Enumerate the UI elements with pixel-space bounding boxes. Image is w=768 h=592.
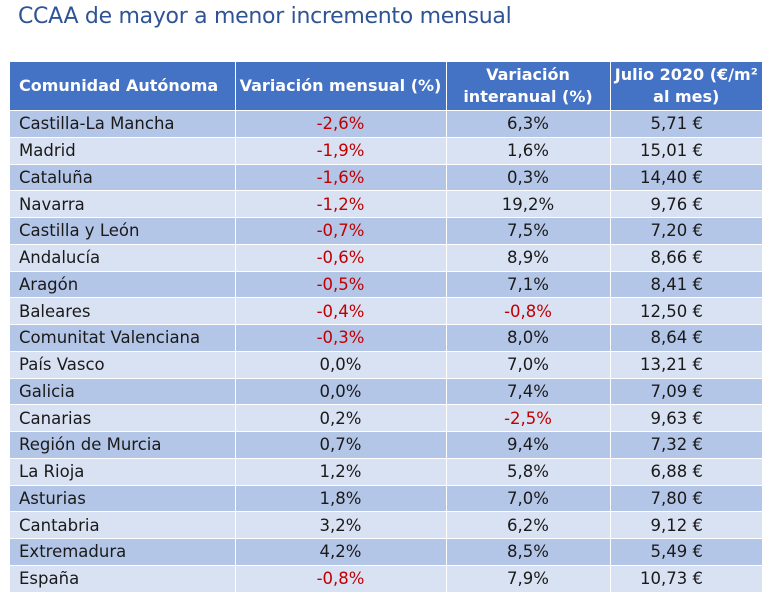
cell-variacion-mensual: 0,0% (235, 377, 447, 405)
cell-variacion-mensual: -2,6% (235, 110, 447, 138)
table-row: Castilla y León -0,7% 7,5% 7,20 € (10, 217, 762, 245)
cell-variacion-mensual: -0,3% (235, 324, 447, 352)
cell-variacion-mensual: -0,6% (235, 243, 447, 271)
cell-comunidad: Región de Murcia (10, 431, 236, 459)
table-row: Región de Murcia 0,7% 9,4% 7,32 € (10, 431, 762, 459)
cell-precio: 15,01 € (610, 136, 762, 164)
cell-variacion-interanual: 7,4% (446, 377, 611, 405)
cell-variacion-mensual: -1,6% (235, 163, 447, 191)
cell-variacion-interanual: 5,8% (446, 457, 611, 485)
cell-variacion-interanual: 8,0% (446, 324, 611, 352)
cell-variacion-mensual: 1,2% (235, 457, 447, 485)
cell-precio: 8,41 € (610, 270, 762, 298)
cell-precio: 9,76 € (610, 190, 762, 218)
table-row: Canarias 0,2% -2,5% 9,63 € (10, 404, 762, 432)
cell-comunidad: La Rioja (10, 457, 236, 485)
cell-variacion-interanual: 19,2% (446, 190, 611, 218)
table-row: Navarra -1,2% 19,2% 9,76 € (10, 190, 762, 218)
table-row: Madrid -1,9% 1,6% 15,01 € (10, 136, 762, 164)
cell-comunidad: Extremadura (10, 538, 236, 566)
cell-comunidad: Baleares (10, 297, 236, 325)
cell-variacion-interanual: 7,5% (446, 217, 611, 245)
cell-precio: 8,66 € (610, 243, 762, 271)
cell-variacion-mensual: 4,2% (235, 538, 447, 566)
cell-comunidad: Asturias (10, 484, 236, 512)
cell-precio: 7,80 € (610, 484, 762, 512)
cell-precio: 10,73 € (610, 564, 762, 592)
cell-precio: 13,21 € (610, 350, 762, 378)
header-row: Comunidad Autónoma Variación mensual (%)… (10, 62, 762, 111)
table-body: Castilla-La Mancha -2,6% 6,3% 5,71 € Madrid -… (10, 110, 762, 592)
cell-precio: 7,32 € (610, 431, 762, 459)
cell-variacion-interanual: 8,5% (446, 538, 611, 566)
cell-comunidad: Castilla y León (10, 217, 236, 245)
cell-variacion-mensual: 0,7% (235, 431, 447, 459)
table-row: Cantabria 3,2% 6,2% 9,12 € (10, 511, 762, 539)
cell-precio: 9,63 € (610, 404, 762, 432)
cell-comunidad: Canarias (10, 404, 236, 432)
table-row: Extremadura 4,2% 8,5% 5,49 € (10, 538, 762, 566)
cell-precio: 6,88 € (610, 457, 762, 485)
table-row: La Rioja 1,2% 5,8% 6,88 € (10, 457, 762, 485)
cell-precio: 9,12 € (610, 511, 762, 539)
cell-variacion-mensual: -0,4% (235, 297, 447, 325)
cell-comunidad: Navarra (10, 190, 236, 218)
cell-comunidad: Aragón (10, 270, 236, 298)
cell-precio: 5,49 € (610, 538, 762, 566)
cell-comunidad: Galicia (10, 377, 236, 405)
cell-comunidad: Comunitat Valenciana (10, 324, 236, 352)
header-variacion-interanual: Variación interanual (%) (446, 62, 611, 111)
cell-precio: 12,50 € (610, 297, 762, 325)
cell-comunidad: Andalucía (10, 243, 236, 271)
cell-precio: 14,40 € (610, 163, 762, 191)
cell-comunidad: Cantabria (10, 511, 236, 539)
cell-variacion-interanual: 7,9% (446, 564, 611, 592)
cell-comunidad: Madrid (10, 136, 236, 164)
table-row: Galicia 0,0% 7,4% 7,09 € (10, 377, 762, 405)
cell-comunidad: Castilla-La Mancha (10, 110, 236, 138)
cell-variacion-interanual: 0,3% (446, 163, 611, 191)
cell-precio: 8,64 € (610, 324, 762, 352)
cell-variacion-mensual: 3,2% (235, 511, 447, 539)
table-row: País Vasco 0,0% 7,0% 13,21 € (10, 350, 762, 378)
cell-variacion-interanual: 7,1% (446, 270, 611, 298)
cell-variacion-interanual: 1,6% (446, 136, 611, 164)
cell-comunidad: País Vasco (10, 350, 236, 378)
table-row: Andalucía -0,6% 8,9% 8,66 € (10, 243, 762, 271)
cell-precio: 7,20 € (610, 217, 762, 245)
cell-variacion-interanual: 6,3% (446, 110, 611, 138)
cell-variacion-mensual: 0,0% (235, 350, 447, 378)
cell-variacion-interanual: 8,9% (446, 243, 611, 271)
header-variacion-mensual: Variación mensual (%) (235, 62, 447, 111)
cell-variacion-mensual: -0,7% (235, 217, 447, 245)
page-title: CCAA de mayor a menor incremento mensual (18, 4, 512, 29)
cell-variacion-mensual: -0,8% (235, 564, 447, 592)
cell-variacion-mensual: -1,9% (235, 136, 447, 164)
table-row: Cataluña -1,6% 0,3% 14,40 € (10, 163, 762, 191)
cell-variacion-interanual: 7,0% (446, 484, 611, 512)
cell-variacion-interanual: 9,4% (446, 431, 611, 459)
table-row: Baleares -0,4% -0,8% 12,50 € (10, 297, 762, 325)
cell-variacion-interanual: -2,5% (446, 404, 611, 432)
table-row: Comunitat Valenciana -0,3% 8,0% 8,64 € (10, 324, 762, 352)
table-row: Castilla-La Mancha -2,6% 6,3% 5,71 € (10, 110, 762, 138)
cell-variacion-mensual: 0,2% (235, 404, 447, 432)
cell-variacion-mensual: -1,2% (235, 190, 447, 218)
cell-precio: 5,71 € (610, 110, 762, 138)
table-row: Asturias 1,8% 7,0% 7,80 € (10, 484, 762, 512)
table-row: España -0,8% 7,9% 10,73 € (10, 564, 762, 592)
cell-comunidad: Cataluña (10, 163, 236, 191)
cell-precio: 7,09 € (610, 377, 762, 405)
cell-variacion-mensual: -0,5% (235, 270, 447, 298)
cell-variacion-mensual: 1,8% (235, 484, 447, 512)
cell-comunidad: España (10, 564, 236, 592)
table-header: Comunidad Autónoma Variación mensual (%)… (10, 62, 762, 111)
table-row: Aragón -0,5% 7,1% 8,41 € (10, 270, 762, 298)
data-table: Comunidad Autónoma Variación mensual (%)… (10, 62, 762, 592)
cell-variacion-interanual: 6,2% (446, 511, 611, 539)
header-comunidad: Comunidad Autónoma (10, 62, 236, 111)
cell-variacion-interanual: -0,8% (446, 297, 611, 325)
header-precio-julio: Julio 2020 (€/m² al mes) (610, 62, 762, 111)
cell-variacion-interanual: 7,0% (446, 350, 611, 378)
